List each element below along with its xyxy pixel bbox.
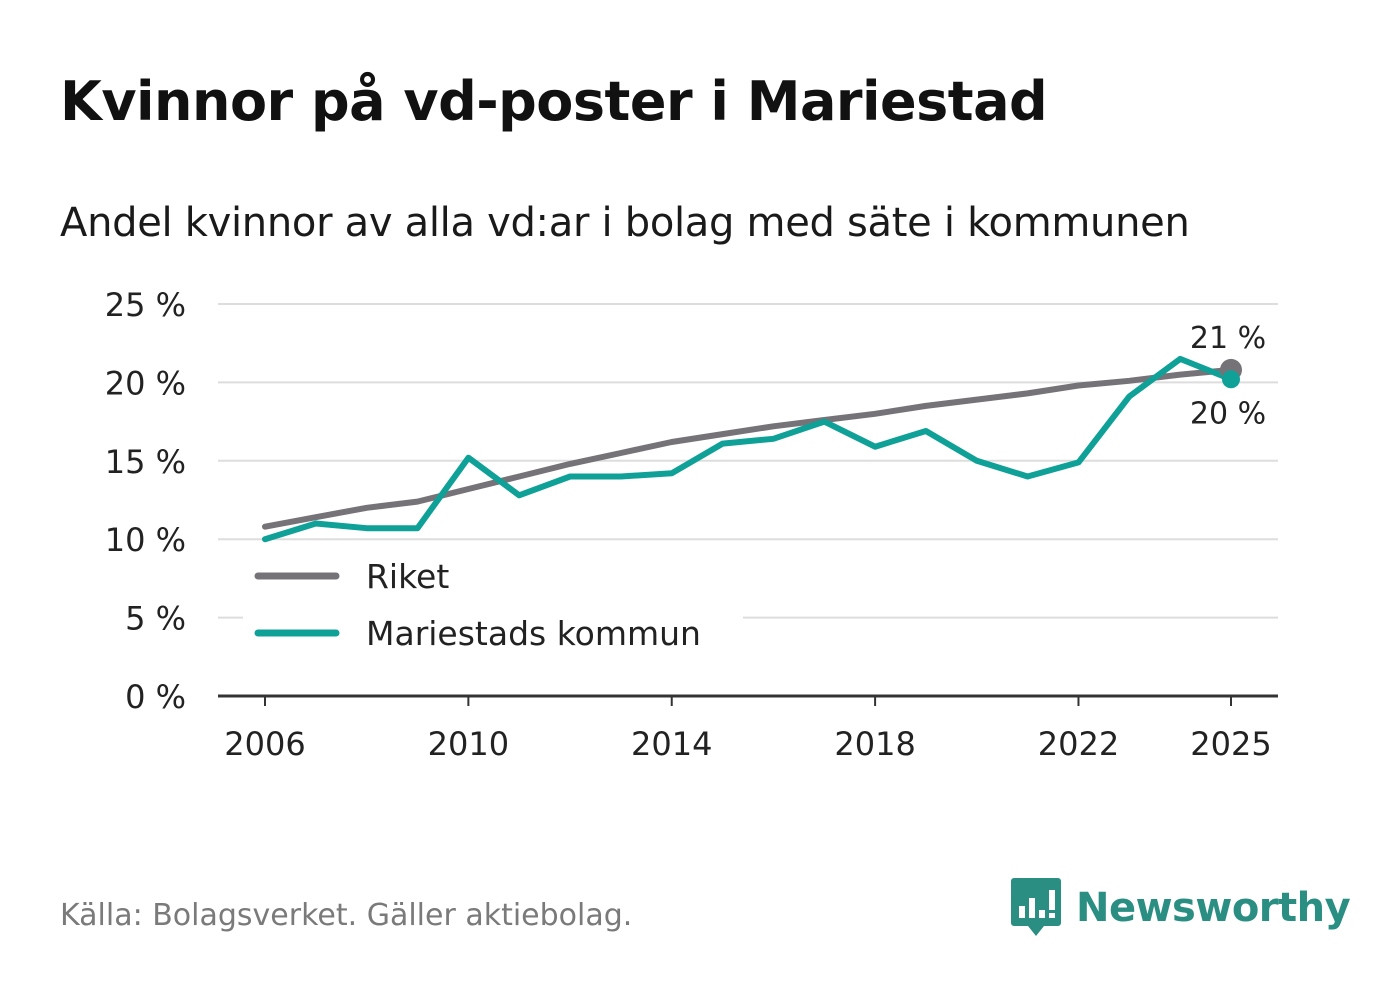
x-tick-label-2018: 2018 (834, 725, 915, 763)
y-tick-label-25: 25 % (105, 286, 186, 324)
legend-label-kommun: Mariestads kommun (366, 614, 701, 653)
x-tick-label-2022: 2022 (1038, 725, 1119, 763)
x-tick-label-2014: 2014 (631, 725, 712, 763)
y-tick-label-0: 0 % (125, 678, 186, 716)
y-tick-label-15: 15 % (105, 443, 186, 481)
chart-title: Kvinnor på vd-poster i Mariestad (60, 70, 1048, 133)
x-tick-label-2010: 2010 (428, 725, 509, 763)
y-tick-label-20: 20 % (105, 364, 186, 402)
source-note: Källa: Bolagsverket. Gäller aktiebolag. (60, 898, 633, 933)
newsworthy-icon (1011, 878, 1061, 936)
end-label-riket: 21 % (1190, 321, 1266, 356)
legend-background (243, 548, 743, 658)
series-line-kommun (262, 355, 1234, 543)
x-tick-label-2006: 2006 (224, 725, 305, 763)
y-tick-label-10: 10 % (105, 521, 186, 559)
chart-subtitle: Andel kvinnor av alla vd:ar i bolag med … (60, 200, 1190, 246)
brand-name: Newsworthy (1076, 885, 1351, 931)
brand-logo: Newsworthy (1010, 876, 1351, 940)
y-tick-label-5: 5 % (125, 600, 186, 638)
x-tick-label-2025: 2025 (1190, 725, 1271, 763)
end-point-kommun (1222, 370, 1240, 389)
legend-label-riket: Riket (366, 557, 449, 596)
series-line-riket (262, 366, 1234, 530)
end-label-kommun: 20 % (1190, 396, 1266, 431)
